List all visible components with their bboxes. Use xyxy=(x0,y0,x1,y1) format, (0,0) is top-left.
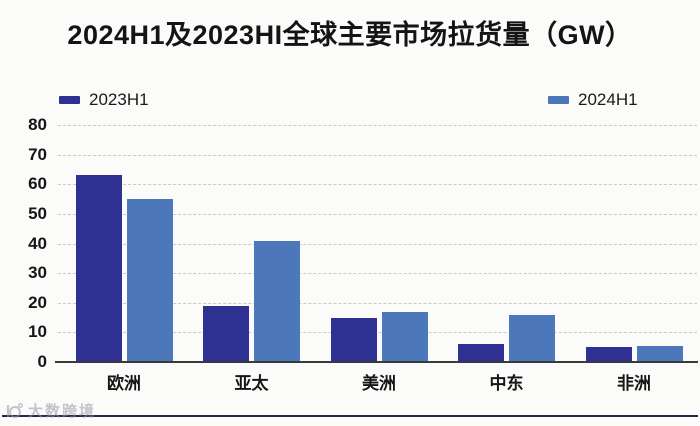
y-axis-tick-label: 30 xyxy=(28,263,47,283)
bar-2024h1-非洲 xyxy=(636,345,683,362)
bar-2023h1-非洲 xyxy=(585,347,632,362)
watermark: 大数跨境 xyxy=(4,400,96,421)
chart-title: 2024H1及2023HI全球主要市场拉货量（GW） xyxy=(67,20,633,50)
bar-2024h1-美洲 xyxy=(381,311,428,362)
legend-item-2023h1: 2023H1 xyxy=(59,91,149,109)
watermark-text: 大数跨境 xyxy=(28,403,97,420)
gridline-y-70 xyxy=(58,154,697,156)
gridline-y-50 xyxy=(58,213,697,215)
x-axis-line xyxy=(55,361,698,363)
y-axis-tick-label: 80 xyxy=(28,115,47,134)
x-axis-category-label: 亚太 xyxy=(234,374,269,393)
bar-2024h1-中东 xyxy=(509,314,555,362)
bar-2024h1-亚太 xyxy=(254,240,300,362)
gridline-y-80 xyxy=(58,125,697,126)
legend-swatch-2024h1 xyxy=(548,96,569,104)
watermark-logo xyxy=(6,402,23,418)
y-axis-tick-label: 20 xyxy=(28,292,47,312)
bar-2024h1-欧洲 xyxy=(126,199,173,362)
legend-label-2024h1: 2024H1 xyxy=(578,90,638,109)
x-axis-category-label: 中东 xyxy=(489,374,524,393)
y-axis-tick-label: 40 xyxy=(28,233,47,253)
y-axis-tick-label: 70 xyxy=(28,144,47,164)
bar-2023h1-亚太 xyxy=(203,305,249,362)
gridline-y-30 xyxy=(58,273,697,275)
gridline-y-60 xyxy=(58,184,697,186)
legend-item-2024h1: 2024H1 xyxy=(548,91,638,109)
legend-swatch-2023h1 xyxy=(59,96,80,104)
x-axis-category-label: 美洲 xyxy=(362,374,396,393)
bar-2023h1-美洲 xyxy=(330,317,377,362)
y-axis-tick-label: 10 xyxy=(28,322,47,342)
gridline-y-20 xyxy=(58,302,697,304)
gridline-y-40 xyxy=(58,243,697,245)
gridline-y-10 xyxy=(58,332,697,334)
legend-label-2023h1: 2023H1 xyxy=(89,90,149,109)
bar-2023h1-欧洲 xyxy=(75,175,122,362)
y-axis-tick-label: 0 xyxy=(37,352,47,371)
bar-2023h1-中东 xyxy=(458,344,504,362)
y-axis-tick-label: 50 xyxy=(28,203,47,223)
y-axis-tick-label: 60 xyxy=(28,174,47,194)
bottom-divider-line xyxy=(2,415,698,417)
x-axis-category-label: 非洲 xyxy=(617,374,651,393)
x-axis-category-label: 欧洲 xyxy=(107,374,141,393)
